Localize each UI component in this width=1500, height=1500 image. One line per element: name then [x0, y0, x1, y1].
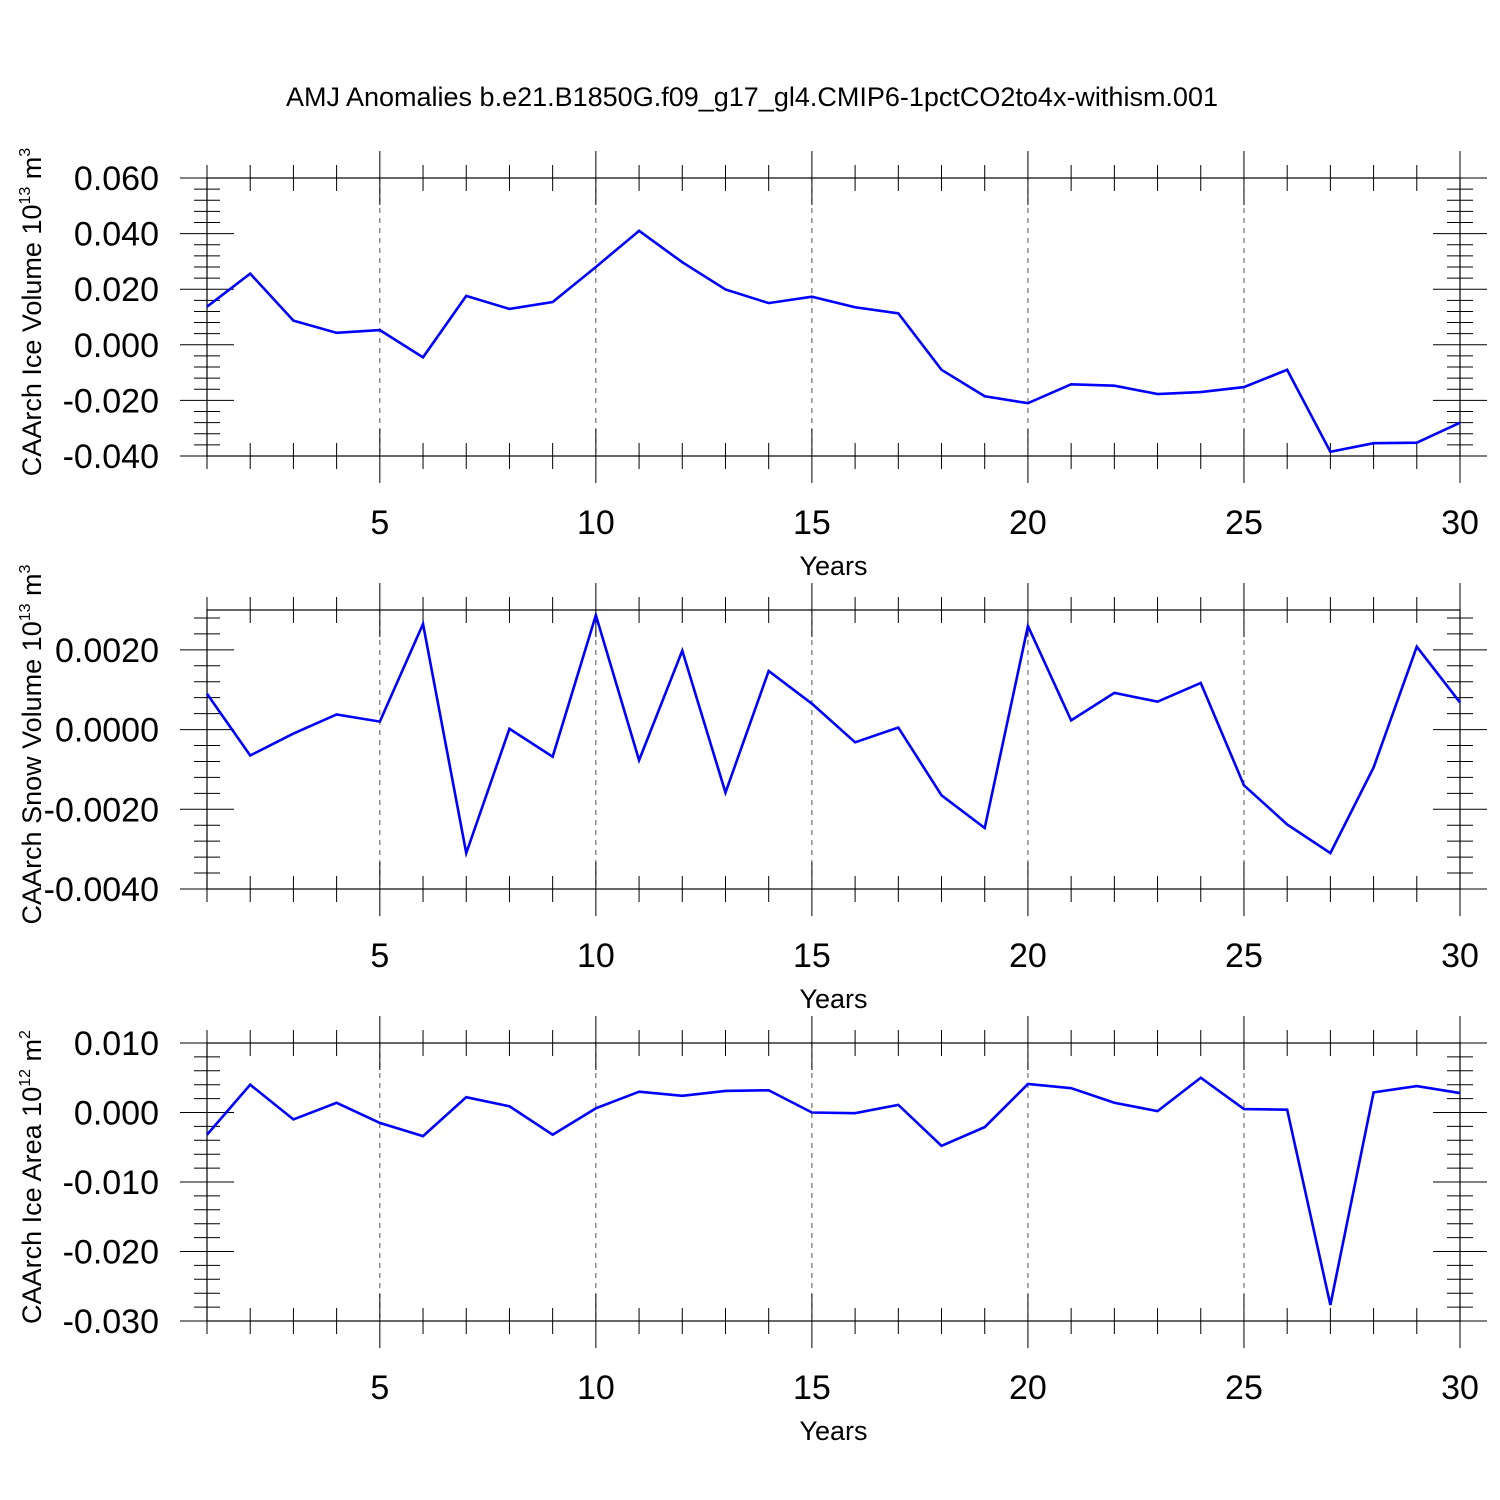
x-tick-label: 30	[1441, 504, 1479, 542]
y-axis-title: CAArch Snow Volume 1013 m3	[17, 564, 47, 924]
x-tick-label: 15	[793, 504, 831, 542]
chart-title: AMJ Anomalies b.e21.B1850G.f09_g17_gl4.C…	[286, 82, 1218, 112]
x-tick-label: 15	[793, 937, 831, 975]
y-tick-label: 0.010	[74, 1025, 159, 1063]
y-axis-unit-exponent: 13	[17, 187, 34, 205]
y-axis-title: CAArch Ice Area 1012 m2	[17, 1030, 47, 1324]
y-tick-label: -0.020	[63, 382, 159, 420]
y-tick-label: 0.040	[74, 216, 159, 254]
x-tick-label: 25	[1225, 1369, 1263, 1407]
y-tick-label: -0.010	[63, 1164, 159, 1202]
y-tick-label: -0.040	[63, 438, 159, 476]
x-tick-label: 30	[1441, 1369, 1479, 1407]
y-axis-unit-mantissa: 10	[17, 1087, 47, 1117]
y-tick-label: -0.0020	[44, 791, 159, 829]
x-tick-label: 5	[370, 1369, 389, 1407]
x-tick-label: 25	[1225, 504, 1263, 542]
x-tick-label: 25	[1225, 937, 1263, 975]
y-axis-title: CAArch Ice Volume 1013 m3	[17, 148, 47, 476]
x-tick-label: 15	[793, 1369, 831, 1407]
y-tick-label: 0.000	[74, 327, 159, 365]
y-axis-unit-power: 3	[17, 564, 34, 573]
y-tick-label: 0.0000	[55, 712, 159, 750]
x-tick-label: 10	[577, 937, 615, 975]
y-axis-unit-base	[17, 596, 47, 604]
plot-frame	[206, 177, 1461, 457]
y-tick-label: -0.030	[63, 1303, 159, 1341]
x-tick-label: 10	[577, 1369, 615, 1407]
series-line	[206, 229, 1461, 454]
y-tick-label: -0.0040	[44, 871, 159, 909]
x-tick-label: 10	[577, 504, 615, 542]
y-axis-label-text: CAArch Ice Area	[17, 1123, 47, 1324]
y-tick-label: 0.0020	[55, 632, 159, 670]
x-axis-title: Years	[799, 984, 867, 1014]
y-axis-unit-base	[17, 1061, 47, 1069]
y-tick-label: -0.020	[63, 1234, 159, 1272]
x-tick-label: 5	[370, 937, 389, 975]
y-axis-unit-power: 2	[17, 1030, 34, 1039]
x-tick-label: 20	[1009, 1369, 1047, 1407]
series-line	[205, 610, 1462, 859]
x-tick-label: 30	[1441, 937, 1479, 975]
y-tick-label: 0.000	[74, 1095, 159, 1133]
x-tick-label: 5	[370, 504, 389, 542]
x-tick-label: 20	[1009, 504, 1047, 542]
chart-panel-2: -0.0040 -0.0020 0.0000 0.0020 5 10 15 20 25 30 Yea…	[17, 564, 1487, 1014]
chart-panel-1: -0.040 -0.020 0.000 0.020 0.040 0.060 5 10 15 20 2…	[17, 148, 1487, 581]
y-axis-unit-power: 3	[17, 148, 34, 157]
y-axis-unit-exponent: 13	[17, 603, 34, 621]
x-tick-label: 20	[1009, 937, 1047, 975]
x-axis-title: Years	[799, 1416, 867, 1446]
y-axis-unit-base	[17, 179, 47, 187]
y-tick-label: 0.020	[74, 271, 159, 309]
series-line	[206, 1076, 1461, 1306]
y-axis-label-text: CAArch Ice Volume	[17, 242, 47, 476]
x-axis-title: Years	[799, 551, 867, 581]
plot-frame	[206, 609, 1461, 890]
y-tick-label: 0.060	[74, 160, 159, 198]
chart-panel-3: -0.030 -0.020 -0.010 0.000 0.010 5 10 15 20 25 30 Y…	[17, 1016, 1487, 1446]
y-axis-label-text: CAArch Snow Volume	[17, 659, 47, 925]
y-axis-unit-exponent: 12	[17, 1069, 34, 1087]
y-axis-unit-mantissa: 10	[17, 205, 47, 235]
y-axis-unit-mantissa: 10	[17, 621, 47, 651]
plot-frame	[206, 1042, 1461, 1322]
